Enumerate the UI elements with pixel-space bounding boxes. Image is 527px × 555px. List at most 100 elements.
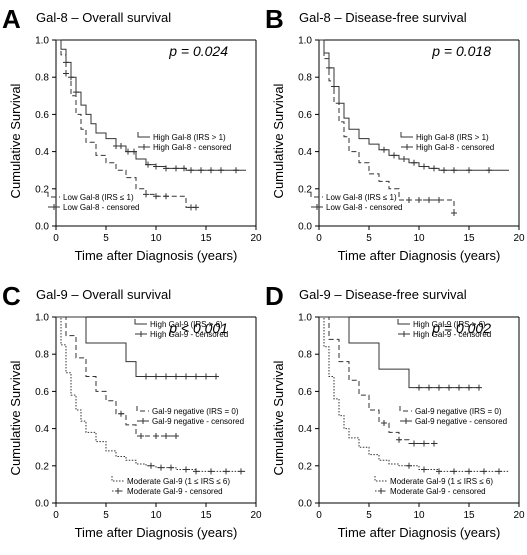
y-tick-label: 0.4 <box>298 147 312 158</box>
censor-mark-series-2 <box>431 440 437 447</box>
legend-line-label: Gal-9 negative (IRS = 0) <box>152 407 239 416</box>
legend-line-sample <box>399 406 412 412</box>
panel-c: C Gal-9 – Overall survival 0 5 10 15 20 0.0 0.2 0… <box>2 281 262 540</box>
x-tick-label: 10 <box>150 510 162 521</box>
legend-line-sample <box>134 319 147 325</box>
legend-censor-mark <box>314 204 320 210</box>
censor-mark-series-1 <box>486 167 492 174</box>
panel-title: Gal-8 – Overall survival <box>36 10 171 25</box>
censor-mark-series-2 <box>411 440 417 447</box>
y-tick-label: 0.4 <box>35 147 49 158</box>
legend-line-label: High Gal-9 (IRS > 6) <box>413 320 486 329</box>
survival-curve-series-2 <box>319 39 455 213</box>
legend-censor-label: High Gal-9 - censored <box>150 330 228 339</box>
legend-censor-label: High Gal-8 - censored <box>416 143 494 152</box>
censor-mark-series-1 <box>218 167 224 174</box>
censor-mark-series-2 <box>118 410 124 417</box>
y-axis-label: Cumulative Survival <box>8 83 23 198</box>
legend-line-sample <box>310 192 323 198</box>
y-tick-label: 0.8 <box>298 350 312 361</box>
censor-mark-series-2 <box>416 196 422 203</box>
y-tick-label: 0.8 <box>35 350 49 361</box>
legend-entry-2: Gal-9 negative (IRS = 0)Gal-9 negative -… <box>399 406 507 426</box>
y-tick-label: 0.6 <box>35 110 49 121</box>
legend-line-label: Gal-9 negative (IRS = 0) <box>415 407 502 416</box>
y-tick-label: 0.0 <box>298 222 312 233</box>
x-tick-label: 0 <box>53 233 59 244</box>
legend-line-sample <box>374 476 387 482</box>
censor-mark-series-2 <box>63 70 69 77</box>
y-tick-label: 0.2 <box>298 461 312 472</box>
censor-mark-series-3 <box>223 468 229 475</box>
y-tick-label: 1.0 <box>298 313 312 324</box>
legend-line-sample <box>47 192 60 198</box>
p-value-label: p < 0.001 <box>168 320 228 336</box>
censor-mark-series-1 <box>143 373 149 380</box>
censor-mark-series-1 <box>198 167 204 174</box>
legend-censor-label: Low Gal-8 - censored <box>326 203 402 212</box>
censor-mark-series-1 <box>441 167 447 174</box>
censor-mark-series-2 <box>163 193 169 200</box>
censor-mark-series-1 <box>381 146 387 153</box>
legend-line-label: High Gal-8 (IRS > 1) <box>416 133 489 142</box>
censor-mark-series-3 <box>158 464 164 471</box>
x-tick-label: 0 <box>53 510 59 521</box>
legend-censor-label: Moderate Gal-9 - censored <box>390 487 486 496</box>
censor-mark-series-1 <box>466 167 472 174</box>
x-tick-label: 0 <box>316 510 322 521</box>
censor-mark-series-2 <box>396 436 402 443</box>
legend-censor-mark <box>138 331 144 337</box>
legend-line-label: High Gal-9 (IRS > 6) <box>150 320 223 329</box>
censor-mark-series-1 <box>416 384 422 391</box>
legend-censor-mark <box>401 331 407 337</box>
panel-title: Gal-9 – Overall survival <box>36 287 171 302</box>
censor-mark-series-1 <box>153 373 159 380</box>
y-tick-label: 1.0 <box>35 313 49 324</box>
panel-b: B Gal-8 – Disease-free survival 0 5 10 15 20 0.… <box>265 4 525 263</box>
censor-mark-series-1 <box>426 384 432 391</box>
censor-mark-series-2 <box>163 433 169 440</box>
legend-line-label: Moderate Gal-9 (1 ≤ IRS ≤ 6) <box>390 477 493 486</box>
panel-title: Gal-9 – Disease-free survival <box>299 287 467 302</box>
y-tick-label: 0.0 <box>35 499 49 510</box>
censor-mark-series-2 <box>426 196 432 203</box>
censor-mark-series-3 <box>436 468 442 475</box>
x-tick-label: 5 <box>366 233 372 244</box>
legend-line-sample <box>400 132 413 138</box>
censor-mark-series-1 <box>173 373 179 380</box>
legend-entry-3: Moderate Gal-9 (1 ≤ IRS ≤ 6)Moderate Gal… <box>374 476 493 496</box>
censor-mark-series-1 <box>421 163 427 170</box>
legend-censor-mark <box>403 418 409 424</box>
legend-line-label: Low Gal-8 (IRS ≤ 1) <box>326 193 397 202</box>
censor-mark-series-1 <box>193 373 199 380</box>
y-tick-label: 0.0 <box>35 222 49 233</box>
legend-censor-label: Moderate Gal-9 - censored <box>127 487 223 496</box>
censor-mark-series-3 <box>451 468 457 475</box>
legend-censor-label: Low Gal-8 - censored <box>63 203 139 212</box>
y-axis-label: Cumulative Survival <box>271 360 286 475</box>
y-tick-label: 0.4 <box>35 424 49 435</box>
y-tick-label: 0.2 <box>35 184 49 195</box>
panel-d: D Gal-9 – Disease-free survival 0 5 10 15 20 0.… <box>265 281 525 540</box>
panel-a: A Gal-8 – Overall survival 0 5 10 15 20 0.0 0.2 0… <box>2 4 262 263</box>
survival-curve-series-1 <box>319 316 479 389</box>
y-tick-label: 0.8 <box>298 73 312 84</box>
legend-entry-2: Low Gal-8 (IRS ≤ 1)Low Gal-8 - censored <box>47 192 139 212</box>
censor-mark-series-1 <box>431 165 437 172</box>
censor-mark-series-1 <box>411 159 417 166</box>
legend-censor-mark <box>141 144 147 150</box>
survival-curve-series-1 <box>56 39 246 171</box>
survival-curve-series-3 <box>319 316 509 472</box>
panel-title: Gal-8 – Disease-free survival <box>299 10 467 25</box>
survival-curve-series-1 <box>56 316 216 378</box>
x-axis-label: Time after Diagnosis (years) <box>338 525 501 540</box>
x-tick-label: 15 <box>200 233 212 244</box>
censor-mark-series-2 <box>138 433 144 440</box>
legend-censor-label: Gal-9 negative - censored <box>415 417 507 426</box>
censor-mark-series-3 <box>421 466 427 473</box>
censor-mark-series-2 <box>381 420 387 427</box>
censor-mark-series-3 <box>406 462 412 469</box>
censor-mark-series-1 <box>451 167 457 174</box>
legend-entry-1: High Gal-8 (IRS > 1)High Gal-8 - censore… <box>400 132 494 152</box>
